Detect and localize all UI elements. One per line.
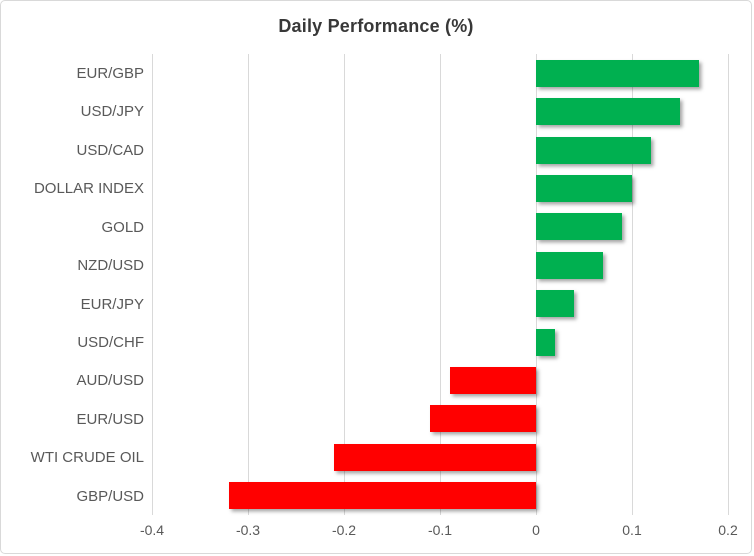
x-tick-label-0: 0 — [532, 522, 540, 538]
x-tick-label--0.2: -0.2 — [331, 522, 357, 538]
x-tick-label-0.1: 0.1 — [622, 522, 642, 538]
category-label-usd-chf: USD/CHF — [77, 333, 144, 351]
x-tick-label--0.3: -0.3 — [235, 522, 261, 538]
category-label-usd-cad: USD/CAD — [76, 141, 144, 159]
category-label-eur-usd: EUR/USD — [76, 410, 144, 428]
bar-wti-crude-oil — [334, 444, 536, 471]
bar-usd-jpy — [536, 98, 680, 125]
category-label-gold: GOLD — [101, 218, 144, 236]
bar-usd-chf — [536, 329, 555, 356]
category-label-aud-usd: AUD/USD — [76, 371, 144, 389]
category-label-eur-jpy: EUR/JPY — [80, 295, 144, 313]
x-tick-label--0.4: -0.4 — [139, 522, 165, 538]
gridline-0.1 — [631, 54, 633, 515]
category-label-usd-jpy: USD/JPY — [80, 102, 144, 120]
gridline-0 — [535, 54, 537, 515]
bar-gold — [536, 213, 622, 240]
category-label-nzd-usd: NZD/USD — [77, 256, 144, 274]
x-tick-label-0.2: 0.2 — [718, 522, 738, 538]
gridline-0.2 — [727, 54, 729, 515]
gridline--0.1 — [439, 54, 441, 515]
bar-eur-gbp — [536, 60, 699, 87]
bar-eur-jpy — [536, 290, 574, 317]
x-tick-label--0.1: -0.1 — [427, 522, 453, 538]
bar-gbp-usd — [229, 482, 536, 509]
bar-usd-cad — [536, 137, 651, 164]
gridline--0.3 — [247, 54, 249, 515]
category-label-eur-gbp: EUR/GBP — [76, 64, 144, 82]
gridline--0.2 — [343, 54, 345, 515]
gridline--0.4 — [151, 54, 153, 515]
plot-area — [151, 54, 729, 515]
chart-title: Daily Performance (%) — [278, 16, 474, 36]
category-label-gbp-usd: GBP/USD — [76, 487, 144, 505]
category-label-dollar-index: DOLLAR INDEX — [33, 179, 144, 197]
bar-eur-usd — [430, 405, 536, 432]
bar-aud-usd — [450, 367, 536, 394]
bar-nzd-usd — [536, 252, 603, 279]
category-label-wti-crude-oil: WTI CRUDE OIL — [30, 448, 144, 466]
bar-dollar-index — [536, 175, 632, 202]
